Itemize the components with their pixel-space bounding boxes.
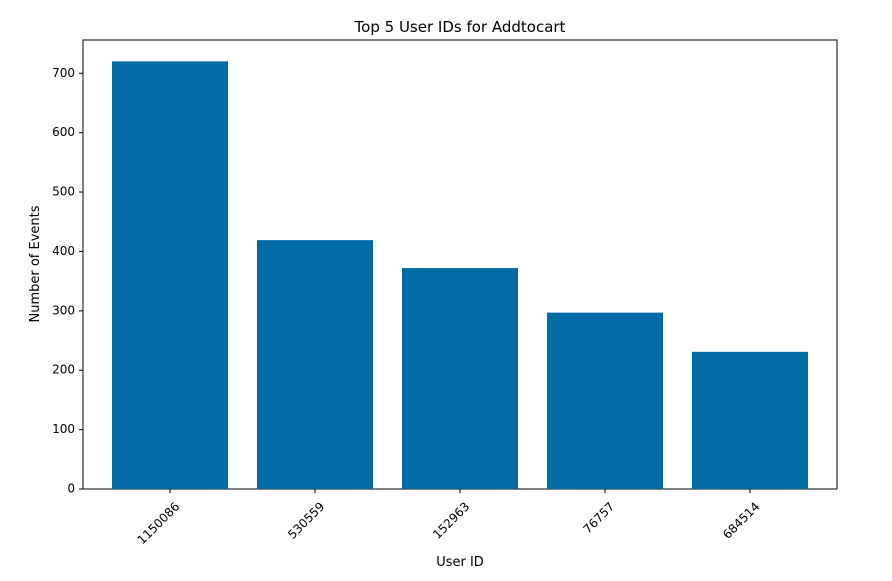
x-tick-label: 684514: [720, 499, 762, 541]
y-axis-ticks: 0 100 200 300 400 500 600 700: [52, 66, 83, 496]
y-axis-label: Number of Events: [28, 205, 43, 322]
x-tick-label: 152963: [430, 499, 472, 541]
y-tick-label: 300: [52, 303, 75, 317]
y-tick-label: 600: [52, 125, 75, 139]
bar-684514: [692, 351, 808, 489]
chart-title: Top 5 User IDs for Addtocart: [354, 18, 566, 36]
y-tick-label: 500: [52, 185, 75, 199]
y-tick-label: 0: [67, 482, 75, 496]
bar-1150086: [112, 61, 228, 489]
x-tick-label: 76757: [580, 499, 617, 536]
x-tick-label: 530559: [285, 499, 327, 541]
bars-group: [112, 61, 808, 489]
bar-530559: [257, 240, 373, 489]
y-tick-label: 400: [52, 244, 75, 258]
x-axis-label: User ID: [436, 555, 484, 570]
x-tick-label: 1150086: [135, 499, 183, 547]
x-axis-ticks: 1150086 530559 152963 76757 684514: [135, 489, 762, 547]
y-tick-label: 100: [52, 422, 75, 436]
y-tick-label: 200: [52, 363, 75, 377]
bar-152963: [402, 268, 518, 489]
bar-76757: [547, 312, 663, 489]
y-tick-label: 700: [52, 66, 75, 80]
